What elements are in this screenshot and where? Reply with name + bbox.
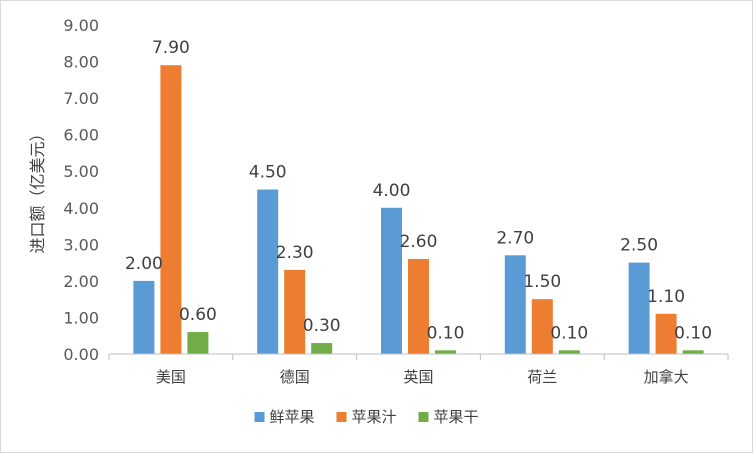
data-label: 4.50 (249, 163, 287, 183)
y-axis: 0.00 1.00 2.00 3.00 4.00 5.00 6.00 7.00 8.00 9.00 (63, 16, 99, 364)
data-label: 2.50 (620, 236, 658, 256)
data-label: 2.30 (276, 243, 314, 263)
data-label: 1.50 (523, 272, 561, 292)
data-label: 0.10 (550, 323, 588, 343)
y-tick-label: 9.00 (63, 16, 99, 35)
y-tick-label: 2.00 (63, 272, 99, 291)
data-label: 7.90 (152, 38, 190, 58)
data-label: 2.70 (496, 228, 534, 248)
legend-swatch (254, 412, 265, 422)
data-label: 2.60 (400, 232, 438, 252)
y-tick-label: 3.00 (63, 235, 99, 254)
y-tick-label: 0.00 (63, 345, 99, 364)
bar (435, 350, 456, 354)
legend-label: 苹果干 (434, 408, 479, 426)
bar (531, 299, 553, 354)
category-label: 德国 (280, 368, 310, 386)
category-label: 荷兰 (527, 368, 557, 386)
bar (408, 258, 429, 354)
x-axis: 美国 德国 英国 荷兰 加拿大 (108, 353, 729, 386)
y-tick-label: 4.00 (63, 199, 99, 218)
bar (284, 269, 306, 354)
category-label: 英国 (403, 368, 433, 386)
bar (628, 262, 650, 354)
data-label: 4.00 (373, 181, 411, 201)
bar (257, 189, 279, 354)
bar (311, 343, 333, 354)
category-label: 美国 (156, 368, 186, 386)
y-tick-label: 6.00 (63, 126, 99, 145)
data-label: 2.00 (125, 254, 163, 274)
data-label: 0.30 (303, 316, 341, 336)
legend-label: 苹果汁 (352, 408, 397, 426)
data-labels: 2.00 7.90 0.60 4.50 2.30 0.30 4.00 2.60 0.10 2.70… (125, 38, 712, 343)
bar (655, 313, 677, 354)
bar (187, 332, 209, 354)
y-axis-title: 进口额（亿美元） (28, 125, 47, 253)
category-label: 加拿大 (644, 368, 689, 386)
legend: 鲜苹果 苹果汁 苹果干 (254, 408, 479, 426)
data-label: 0.10 (427, 323, 465, 343)
bar (160, 65, 182, 354)
bar (133, 280, 155, 354)
y-tick-label: 7.00 (63, 89, 99, 108)
bar (682, 350, 704, 354)
y-tick-label: 1.00 (63, 308, 99, 327)
y-tick-label: 5.00 (63, 162, 99, 181)
bars (133, 65, 704, 354)
data-label: 1.10 (647, 287, 685, 307)
bar (558, 350, 580, 354)
y-tick-label: 8.00 (63, 53, 99, 72)
bar (504, 255, 526, 354)
data-label: 0.10 (674, 323, 712, 343)
legend-swatch (418, 412, 429, 422)
legend-label: 鲜苹果 (270, 408, 315, 426)
legend-swatch (336, 412, 347, 422)
bar (381, 207, 402, 354)
data-label: 0.60 (179, 305, 217, 325)
